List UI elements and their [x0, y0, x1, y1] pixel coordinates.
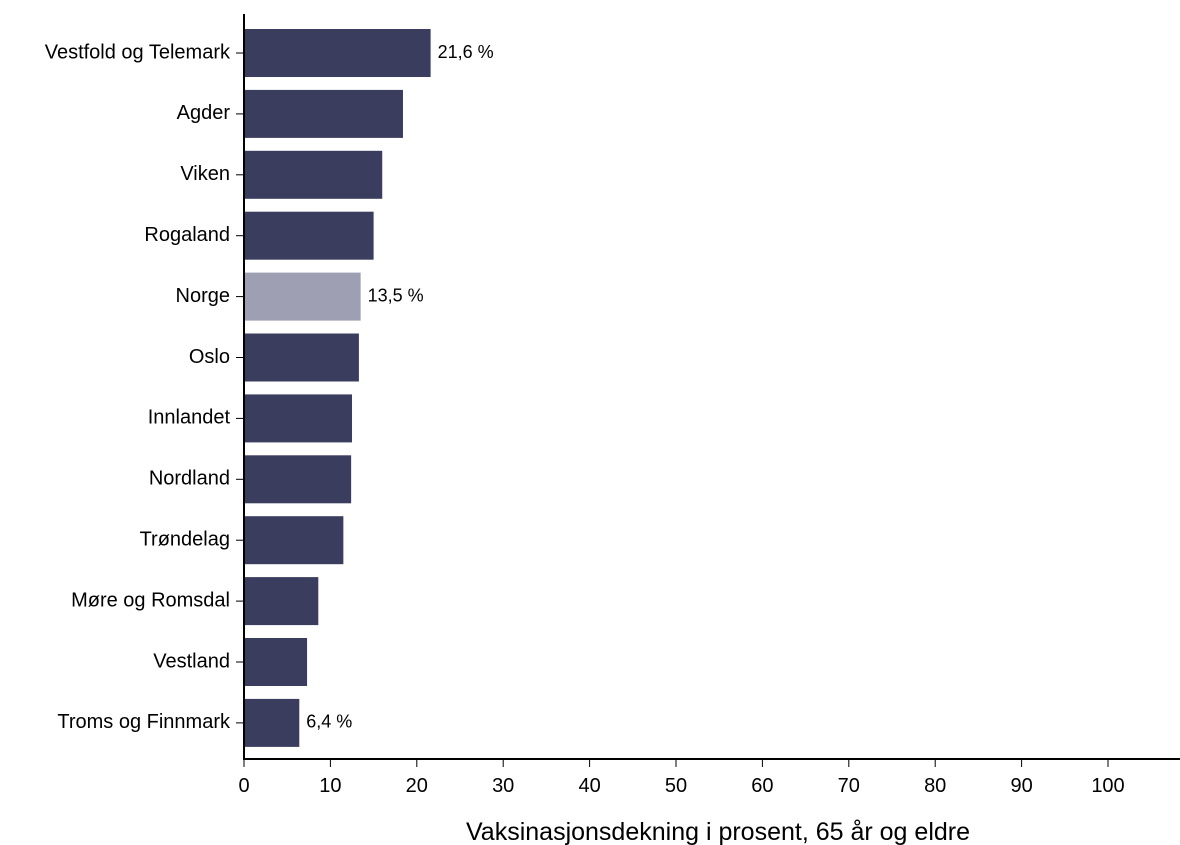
category-ticks-group [236, 52, 244, 724]
x-tick-label: 40 [578, 775, 600, 797]
x-tick-label: 100 [1091, 775, 1124, 797]
data-labels-group: 21,6 % 13,5 % 6,4 % [306, 42, 493, 732]
category-label: Rogaland [144, 224, 230, 246]
data-label: 21,6 % [438, 42, 494, 62]
x-tick-label: 10 [319, 775, 341, 797]
category-label: Troms og Finnmark [57, 711, 231, 733]
x-tick-label: 80 [924, 775, 946, 797]
category-label: Nordland [149, 468, 230, 490]
x-axis-title: Vaksinasjonsdekning i prosent, 65 år og … [466, 818, 970, 845]
x-tick-label: 60 [751, 775, 773, 797]
category-label: Innlandet [148, 407, 231, 429]
bar-more-og-romsdal [244, 577, 319, 626]
x-tick-label: 0 [238, 775, 249, 797]
x-ticks-group [243, 759, 1109, 767]
category-label: Møre og Romsdal [71, 589, 230, 611]
bar-troms-og-finnmark [244, 698, 300, 747]
bar-rogaland [244, 211, 374, 260]
bar-vestfold-og-telemark [244, 29, 431, 77]
x-tick-label: 70 [838, 775, 860, 797]
bar-agder [244, 89, 403, 138]
category-label: Vestfold og Telemark [45, 41, 231, 63]
bar-viken [244, 150, 383, 199]
category-label: Oslo [189, 346, 230, 368]
category-label: Viken [180, 163, 230, 185]
bar-nordland [244, 455, 352, 504]
data-label: 13,5 % [368, 285, 424, 305]
bars-group [244, 29, 431, 747]
x-tick-label: 90 [1010, 775, 1032, 797]
category-label: Agder [177, 102, 231, 124]
category-label: Norge [176, 285, 230, 307]
bar-norge [244, 272, 361, 321]
data-label: 6,4 % [306, 712, 352, 732]
bar-oslo [244, 333, 359, 382]
category-label: Vestland [153, 650, 230, 672]
bar-innlandet [244, 394, 352, 443]
bar-trondelag [244, 516, 344, 565]
category-label: Trøndelag [140, 528, 230, 550]
category-labels-group: Vestfold og Telemark Agder Viken Rogaland No… [45, 41, 231, 733]
x-tick-label: 30 [492, 775, 514, 797]
x-tick-label: 50 [665, 775, 687, 797]
bar-vestland [244, 638, 308, 686]
x-tick-labels-group: 0 10 20 30 40 50 60 70 80 90 100 [238, 775, 1124, 797]
x-tick-label: 20 [406, 775, 428, 797]
